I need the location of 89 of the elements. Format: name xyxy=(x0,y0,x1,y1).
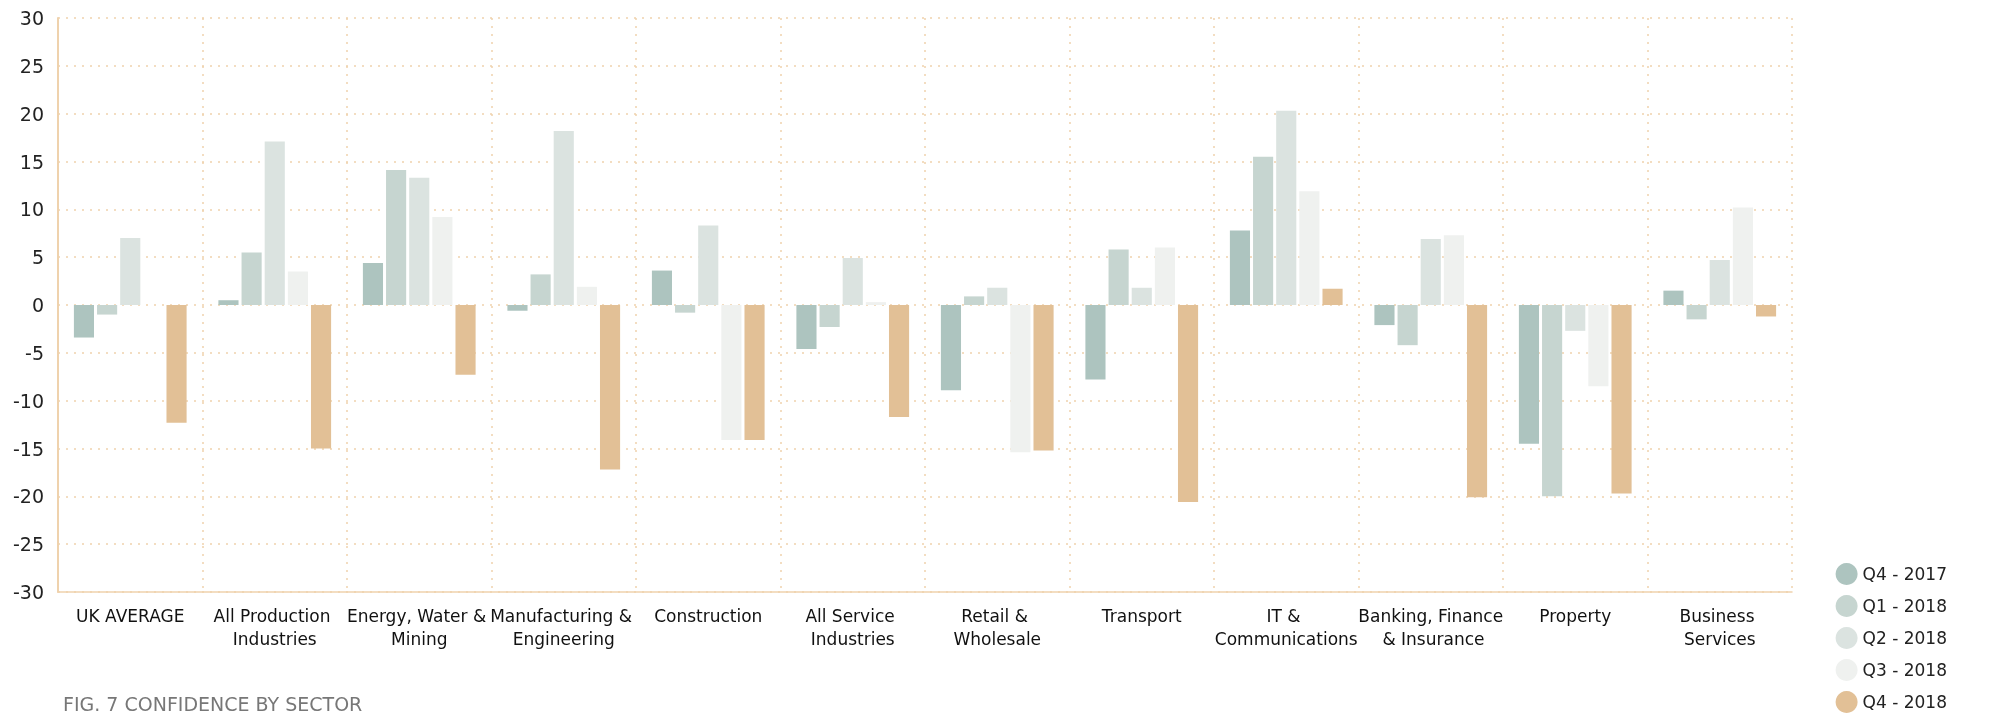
x-tick-label: Construction xyxy=(654,605,763,626)
bar xyxy=(1420,238,1441,305)
bar xyxy=(218,300,239,305)
y-tick-label: 25 xyxy=(19,54,44,77)
x-tick-label: Retail & Wholesale xyxy=(953,605,1042,649)
bar xyxy=(1253,156,1274,305)
bar xyxy=(1276,110,1297,305)
bar xyxy=(675,305,696,313)
bar xyxy=(1154,247,1175,305)
x-tick-label: Energy, Water & Mining xyxy=(346,605,492,649)
y-tick-label: 15 xyxy=(19,150,44,173)
bar xyxy=(166,305,187,423)
bar xyxy=(940,305,962,391)
bar xyxy=(432,216,453,305)
bar xyxy=(409,177,430,305)
bar xyxy=(842,258,863,305)
legend-label: Q2 - 2018 xyxy=(1862,628,1947,648)
bar xyxy=(987,287,1008,305)
bar xyxy=(698,225,719,305)
bar xyxy=(1131,287,1152,305)
bar xyxy=(721,305,742,440)
bar xyxy=(1177,305,1199,503)
bar xyxy=(1299,191,1320,305)
y-tick-label: -20 xyxy=(12,485,44,508)
bar xyxy=(1229,230,1251,305)
legend-label: Q1 - 2018 xyxy=(1862,596,1947,616)
bar xyxy=(1588,305,1609,387)
bar xyxy=(287,271,308,305)
y-tick-label: -30 xyxy=(12,581,44,603)
legend-label: Q4 - 2018 xyxy=(1862,692,1947,712)
bar xyxy=(1108,249,1129,305)
bar xyxy=(651,270,673,305)
x-tick-label: All Service Industries xyxy=(805,605,901,649)
x-tick-label: UK AVERAGE xyxy=(76,605,185,626)
bar xyxy=(553,130,574,305)
text: FIG. 7 CONFIDENCE BY SECTOR xyxy=(63,692,363,715)
bar xyxy=(1755,305,1777,317)
bar xyxy=(1322,288,1343,305)
x-tick-label: Manufacturing & Engineering xyxy=(490,605,638,649)
x-tick-label: Transport xyxy=(1100,605,1182,626)
bar xyxy=(819,305,840,327)
bar xyxy=(1443,235,1464,305)
bar xyxy=(310,305,332,449)
y-tick-label: 5 xyxy=(31,246,44,269)
legend-label: Q3 - 2018 xyxy=(1862,660,1947,680)
bar xyxy=(1397,305,1418,346)
y-tick-label: 30 xyxy=(19,7,44,29)
x-tick-label: Banking, Finance & Insurance xyxy=(1358,605,1504,649)
y-tick-label: 0 xyxy=(31,294,44,316)
legend-label: Q4 - 2017 xyxy=(1862,564,1947,584)
bar xyxy=(1010,305,1031,453)
bar xyxy=(796,305,817,350)
x-tick-label: IT & Communications xyxy=(1214,605,1358,649)
y-tick-label: -10 xyxy=(12,389,44,412)
bar xyxy=(455,305,476,375)
bar xyxy=(507,305,528,311)
bar xyxy=(1686,305,1707,320)
bar xyxy=(241,252,262,305)
bar xyxy=(73,305,95,338)
bar xyxy=(744,305,765,440)
bar xyxy=(120,238,141,305)
bar xyxy=(264,141,285,305)
bar xyxy=(530,274,551,305)
bar xyxy=(386,170,407,305)
bar xyxy=(964,296,985,305)
bar xyxy=(1374,305,1395,326)
bar xyxy=(362,262,384,305)
bar xyxy=(1709,260,1730,305)
bar xyxy=(1085,305,1106,380)
x-tick-label: Property xyxy=(1539,605,1612,626)
x-tick-label: All Production Industries xyxy=(213,605,336,649)
bar xyxy=(1518,305,1540,444)
bar xyxy=(1033,305,1054,451)
y-tick-label: 20 xyxy=(19,102,44,125)
bar xyxy=(576,286,597,305)
bar xyxy=(1466,305,1488,498)
bar xyxy=(1663,290,1684,305)
y-tick-label: -15 xyxy=(12,437,44,460)
bar xyxy=(1611,305,1632,494)
y-tick-label: 10 xyxy=(19,198,44,221)
bar xyxy=(1732,207,1753,305)
bar xyxy=(599,305,621,470)
x-tick-label: Business Services xyxy=(1679,605,1760,649)
y-tick-label: -25 xyxy=(12,533,44,556)
bar xyxy=(97,305,118,315)
bar xyxy=(1565,305,1586,331)
bar xyxy=(888,305,910,417)
bar xyxy=(1542,305,1563,497)
y-tick-label: -5 xyxy=(25,341,44,364)
